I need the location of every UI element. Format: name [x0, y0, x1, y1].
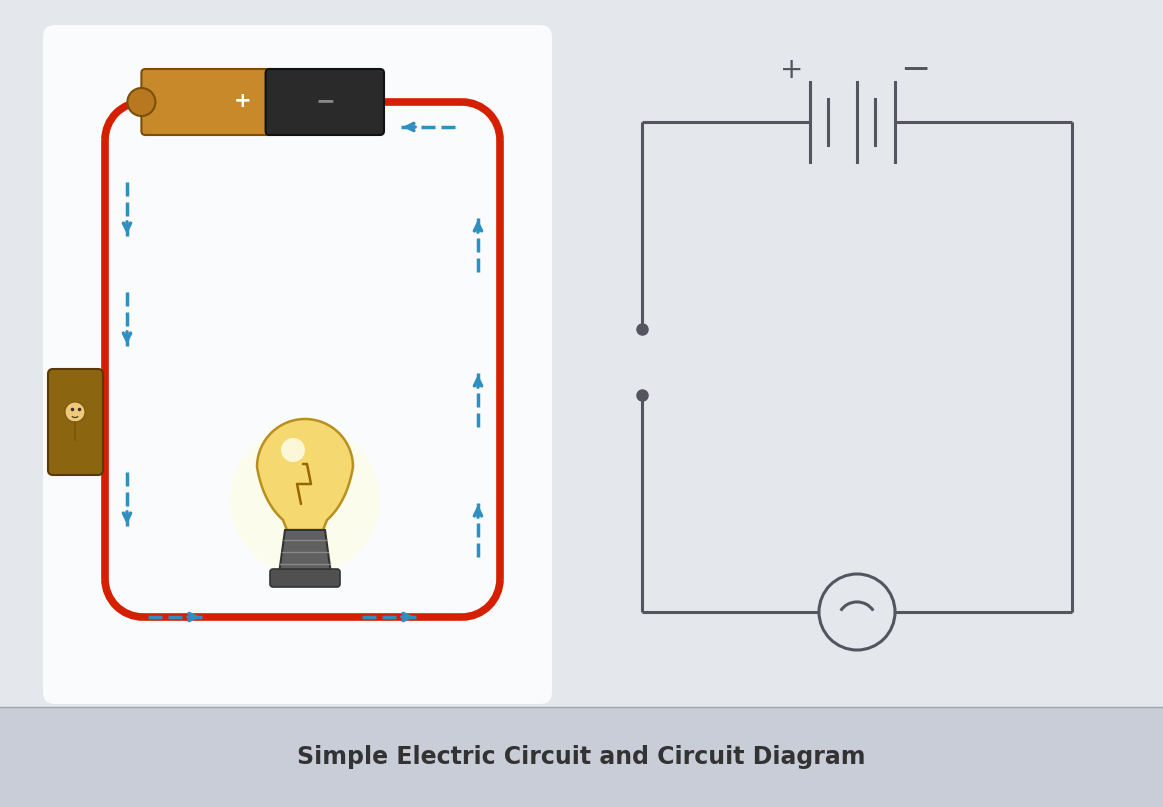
Polygon shape: [257, 419, 354, 530]
Text: −: −: [315, 89, 335, 113]
FancyBboxPatch shape: [270, 569, 340, 587]
Polygon shape: [279, 530, 331, 574]
Circle shape: [230, 425, 380, 575]
Text: −: −: [900, 53, 930, 87]
FancyBboxPatch shape: [142, 69, 276, 135]
Bar: [0, 707, 1163, 807]
Circle shape: [65, 402, 85, 422]
Text: +: +: [780, 56, 804, 84]
Text: +: +: [234, 91, 252, 111]
Text: Simple Electric Circuit and Circuit Diagram: Simple Electric Circuit and Circuit Diag…: [298, 745, 865, 769]
Circle shape: [128, 88, 156, 116]
Circle shape: [281, 438, 305, 462]
FancyBboxPatch shape: [265, 69, 384, 135]
FancyBboxPatch shape: [43, 25, 552, 704]
FancyBboxPatch shape: [48, 369, 104, 475]
